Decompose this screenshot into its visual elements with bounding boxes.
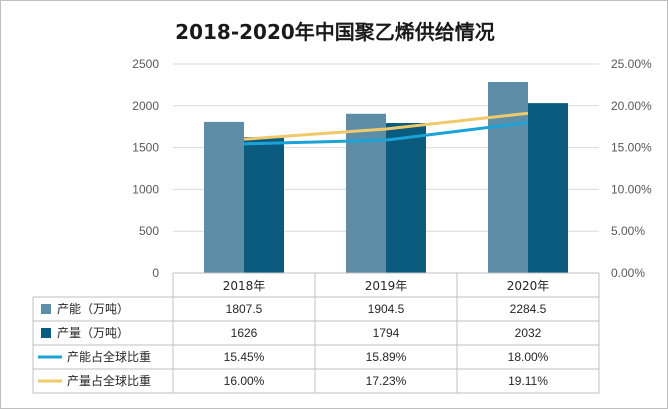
data-label: 18.00%: [508, 350, 549, 364]
data-label: 2032: [515, 326, 542, 340]
data-label: 2284.5: [510, 302, 547, 316]
bar: [204, 121, 244, 273]
data-label: 15.45%: [224, 350, 265, 364]
data-label: 15.89%: [366, 350, 407, 364]
series-line: [243, 111, 529, 141]
y2-tick-label: 25.00%: [611, 57, 652, 71]
y2-tick-label: 5.00%: [611, 224, 645, 238]
data-label: 16.00%: [224, 374, 265, 388]
y2-tick-label: 10.00%: [611, 182, 652, 196]
bar: [488, 82, 528, 273]
x-tick-label: 2018年: [223, 279, 266, 293]
y2-tick-label: 20.00%: [611, 99, 652, 113]
legend-label: 产量占全球比重: [67, 373, 151, 388]
y-tick-label: 1000: [132, 182, 159, 196]
lines: [243, 111, 529, 146]
bars: [204, 82, 568, 273]
legend-label: 产能（万吨）: [57, 302, 129, 316]
y-tick-label: 2500: [132, 57, 159, 71]
data-label: 19.11%: [508, 374, 548, 388]
bar: [244, 137, 284, 273]
axes: 0 500 1000 1500 2000 2500 0.00% 5.00% 10.00% 15.0…: [132, 57, 652, 280]
legend-label: 产能占全球比重: [67, 349, 151, 364]
legend-swatch: [41, 304, 51, 314]
bar: [386, 123, 426, 273]
y-tick-label: 2000: [132, 99, 159, 113]
y2-tick-label: 0.00%: [611, 266, 645, 280]
bar: [528, 103, 568, 273]
legend-label: 产量（万吨）: [57, 326, 129, 340]
y-tick-label: 1500: [132, 141, 159, 155]
y-tick-label: 0: [152, 266, 159, 280]
y2-tick-label: 15.00%: [611, 141, 652, 155]
data-label: 1794: [373, 326, 400, 340]
x-tick-label: 2020年: [507, 279, 550, 293]
x-tick-label: 2019年: [365, 279, 408, 293]
data-label: 1626: [231, 326, 258, 340]
data-label: 17.23%: [366, 374, 407, 388]
data-label: 1904.5: [368, 302, 405, 316]
y-tick-label: 500: [139, 224, 159, 238]
series-line: [243, 121, 529, 146]
legend-swatch: [41, 328, 51, 338]
bar: [346, 113, 386, 273]
chart-title: 2018-2020年中国聚乙烯供给情况: [175, 20, 495, 44]
data-label: 1807.5: [226, 302, 263, 316]
